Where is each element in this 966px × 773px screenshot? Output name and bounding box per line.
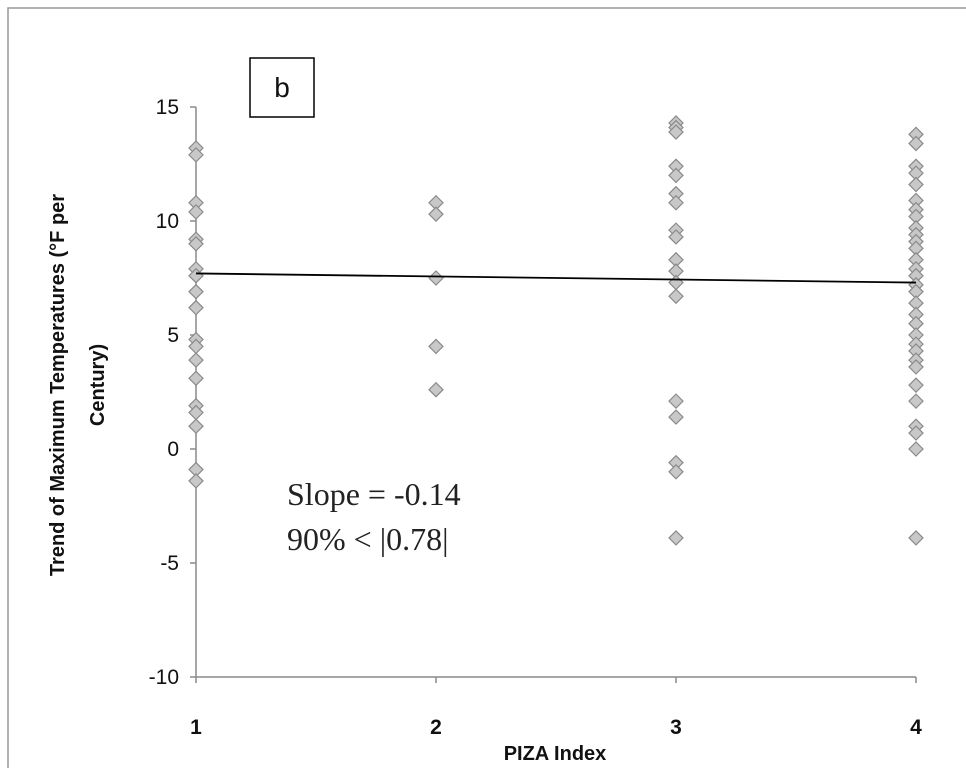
data-point — [188, 147, 204, 163]
x-tick-label: 1 — [190, 716, 202, 739]
data-point — [908, 425, 924, 441]
y-tick-label: -10 — [149, 666, 179, 689]
data-point — [188, 473, 204, 489]
data-point — [668, 124, 684, 140]
chart-frame — [7, 7, 966, 773]
data-point — [668, 463, 684, 480]
data-point — [668, 288, 684, 305]
data-points — [188, 115, 924, 546]
data-point — [908, 135, 924, 152]
x-tick-label: 3 — [670, 716, 682, 739]
panel-label-box: b — [249, 57, 315, 118]
data-point — [908, 377, 924, 394]
data-point — [908, 176, 924, 193]
ticks: 15 10 5 0 -5 -10 1 2 3 4 — [149, 96, 923, 739]
data-point — [428, 381, 444, 398]
annotation-slope: Slope = -0.14 — [287, 476, 461, 512]
data-point — [188, 418, 204, 435]
data-point — [188, 299, 204, 316]
y-tick-label: -5 — [160, 552, 179, 575]
data-point — [428, 338, 444, 355]
x-tick-label: 4 — [910, 716, 922, 739]
data-point — [668, 530, 684, 546]
y-tick-label: 5 — [167, 324, 179, 347]
x-tick-label: 2 — [430, 716, 442, 739]
data-point — [188, 235, 204, 252]
data-point — [908, 393, 924, 409]
annotation-confidence: 90% < |0.78| — [287, 521, 449, 557]
data-point — [908, 359, 924, 375]
data-point — [668, 167, 684, 184]
x-axis-title: PIZA Index — [504, 743, 607, 765]
y-tick-label: 15 — [156, 96, 179, 119]
data-point — [668, 393, 684, 409]
data-point — [188, 370, 204, 387]
trend-line-group — [195, 272, 917, 284]
y-axis-title-line2: Century) — [87, 344, 109, 426]
data-point — [668, 229, 684, 245]
data-point — [668, 194, 684, 211]
data-point — [668, 409, 684, 425]
y-tick-label: 0 — [167, 438, 179, 461]
data-point — [428, 206, 444, 223]
data-point — [908, 441, 924, 457]
data-point — [188, 204, 204, 220]
data-point — [188, 352, 204, 368]
y-axis-title-line1: Trend of Maximum Temperatures (°F per — [47, 194, 69, 576]
data-point — [188, 283, 204, 300]
data-point — [908, 530, 924, 546]
y-tick-label: 10 — [156, 210, 179, 233]
trend-line — [195, 272, 917, 284]
panel-label: b — [274, 72, 290, 103]
